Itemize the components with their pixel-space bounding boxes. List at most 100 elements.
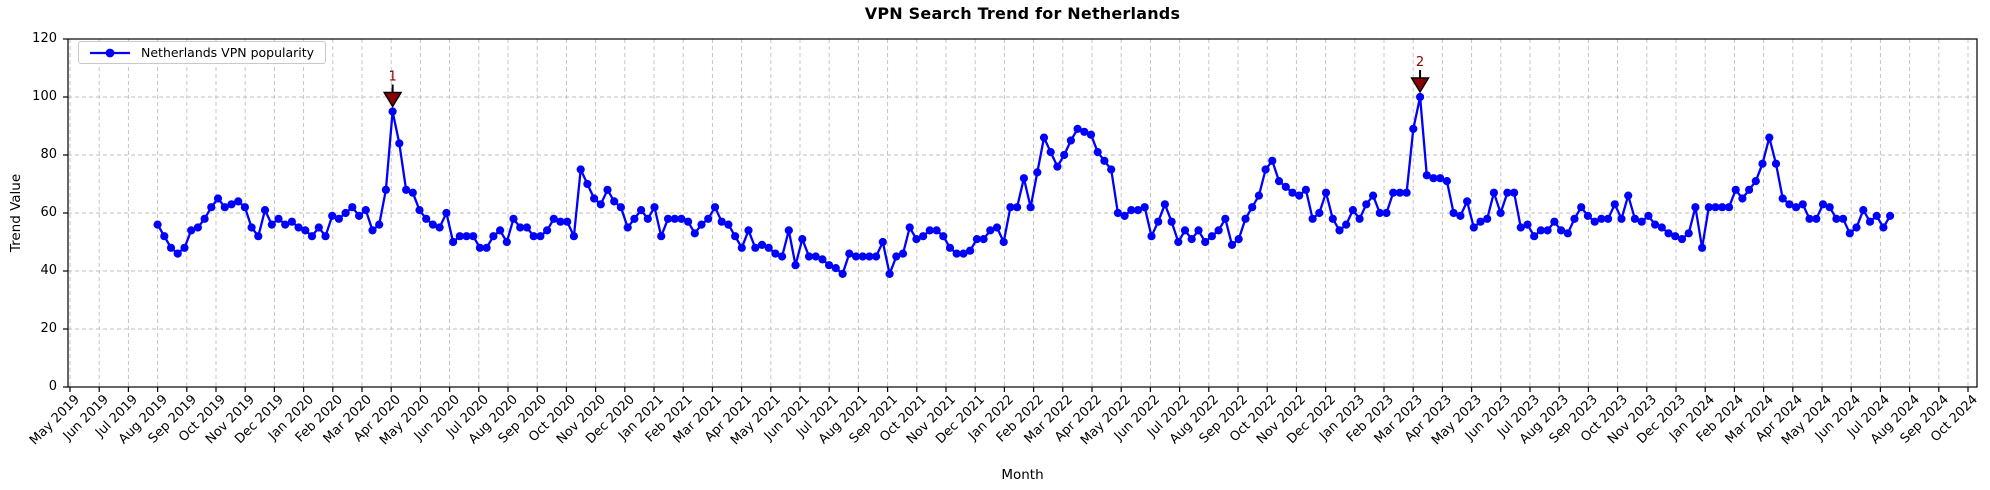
- data-point: [972, 235, 982, 244]
- data-point: [697, 220, 706, 229]
- data-point: [1886, 211, 1895, 220]
- data-point: [1127, 206, 1136, 215]
- data-point: [603, 185, 612, 194]
- data-point: [1207, 232, 1216, 241]
- data-point: [845, 249, 854, 258]
- data-point: [260, 206, 270, 215]
- data-point: [1274, 177, 1284, 186]
- data-point: [160, 232, 169, 241]
- data-point: [1221, 214, 1230, 223]
- annotation-label: 1: [388, 70, 396, 85]
- data-point: [643, 214, 652, 223]
- data-point: [1812, 214, 1821, 223]
- data-point: [388, 107, 397, 116]
- data-point: [650, 203, 659, 212]
- data-point: [1489, 188, 1498, 197]
- data-point: [657, 232, 666, 241]
- data-point: [1140, 203, 1149, 212]
- data-point: [294, 223, 303, 232]
- data-point: [314, 223, 323, 232]
- data-point: [1778, 194, 1787, 203]
- data-point: [663, 214, 673, 223]
- data-point: [1879, 223, 1888, 232]
- data-point: [764, 243, 773, 252]
- data-point: [1241, 214, 1250, 223]
- data-point: [307, 232, 317, 241]
- data-point: [1107, 165, 1116, 174]
- data-point: [475, 243, 484, 252]
- data-point: [825, 261, 834, 270]
- data-point: [549, 214, 558, 223]
- data-point: [1718, 203, 1727, 212]
- data-point: [563, 217, 572, 226]
- data-point: [804, 252, 814, 261]
- data-point: [381, 185, 390, 194]
- data-point: [1530, 232, 1539, 241]
- data-point: [1080, 127, 1089, 136]
- data-series-line: [156, 95, 1892, 276]
- data-point: [301, 226, 310, 235]
- data-point: [1698, 243, 1707, 252]
- data-point: [1369, 191, 1378, 200]
- data-point: [1194, 226, 1203, 235]
- data-point: [1268, 156, 1277, 165]
- data-point: [1590, 217, 1599, 226]
- data-point: [596, 200, 605, 209]
- data-point: [1321, 188, 1331, 197]
- data-point: [1295, 191, 1304, 200]
- data-point: [1254, 191, 1263, 200]
- data-point: [1691, 203, 1700, 212]
- data-point: [872, 252, 881, 261]
- data-point: [1738, 194, 1747, 203]
- data-point: [328, 211, 337, 220]
- y-tick-label: 20: [40, 321, 57, 336]
- data-point: [254, 232, 263, 241]
- data-point: [1550, 217, 1559, 226]
- data-point: [1006, 203, 1015, 212]
- data-point: [1335, 226, 1344, 235]
- annotation-arrow-head: [382, 91, 403, 108]
- data-point: [240, 203, 249, 212]
- data-point: [1442, 177, 1451, 186]
- data-point: [529, 232, 538, 241]
- data-point: [1147, 232, 1156, 241]
- data-point: [784, 226, 793, 235]
- data-point: [1362, 200, 1371, 209]
- data-point: [1308, 214, 1317, 223]
- data-point: [1100, 156, 1109, 165]
- data-point: [1395, 188, 1404, 197]
- data-point: [1597, 214, 1606, 223]
- data-point: [1677, 235, 1687, 244]
- data-point: [1039, 133, 1049, 142]
- data-point: [1301, 185, 1310, 194]
- data-point: [1859, 206, 1868, 215]
- data-point: [1281, 182, 1290, 191]
- data-point: [865, 252, 874, 261]
- data-point: [1765, 133, 1774, 142]
- data-point: [1429, 174, 1438, 183]
- data-point: [415, 206, 424, 215]
- data-point: [1375, 208, 1384, 218]
- data-point: [1227, 240, 1237, 249]
- data-point: [583, 179, 592, 189]
- data-point: [1469, 223, 1478, 232]
- data-point: [1805, 214, 1814, 223]
- data-point: [919, 232, 928, 241]
- data-point: [1832, 214, 1841, 223]
- data-point: [791, 261, 800, 270]
- data-point: [1865, 217, 1875, 226]
- data-point: [1872, 211, 1881, 220]
- data-point: [1624, 191, 1633, 200]
- data-point: [637, 206, 646, 215]
- data-point: [1389, 188, 1398, 197]
- data-point: [482, 243, 491, 252]
- data-point: [1436, 174, 1445, 183]
- data-point: [925, 226, 934, 235]
- data-point: [1382, 208, 1391, 218]
- data-point: [1644, 211, 1653, 220]
- data-point: [677, 214, 686, 223]
- data-point: [710, 203, 720, 212]
- data-point: [1637, 217, 1646, 226]
